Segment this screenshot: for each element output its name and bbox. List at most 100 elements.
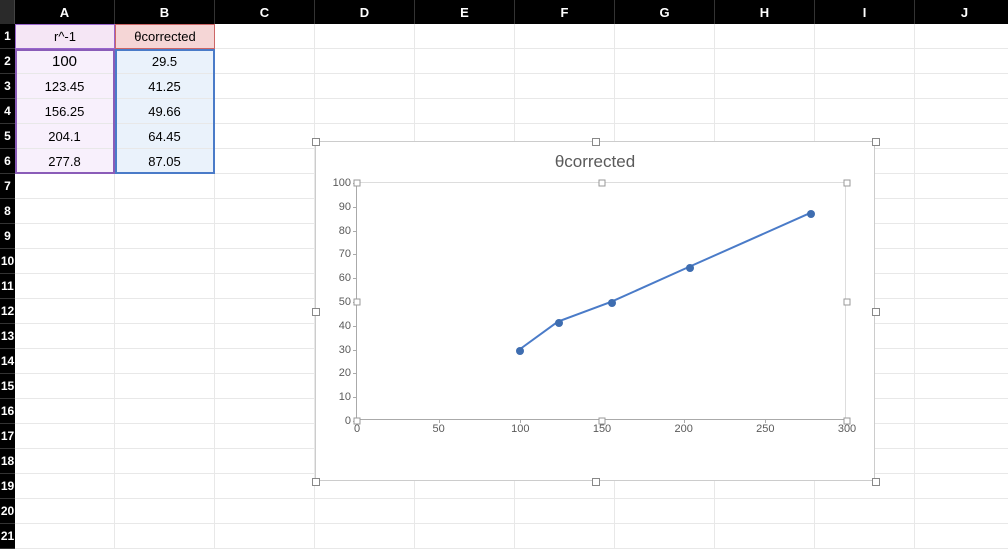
col-header-j[interactable]: J (915, 0, 1008, 24)
cell-b21[interactable] (115, 524, 215, 549)
cell-c7[interactable] (215, 174, 315, 199)
cell-e4[interactable] (415, 99, 515, 124)
row-header-21[interactable]: 21 (0, 524, 15, 549)
cell-e21[interactable] (415, 524, 515, 549)
cell-b11[interactable] (115, 274, 215, 299)
cell-g3[interactable] (615, 74, 715, 99)
cell-b20[interactable] (115, 499, 215, 524)
cell-h3[interactable] (715, 74, 815, 99)
row-header-20[interactable]: 20 (0, 499, 15, 524)
cell-a12[interactable] (15, 299, 115, 324)
plot-resize-handle[interactable] (844, 418, 851, 425)
plot-resize-handle[interactable] (844, 299, 851, 306)
chart-data-point[interactable] (555, 319, 563, 327)
cell-c18[interactable] (215, 449, 315, 474)
cell-j12[interactable] (915, 299, 1008, 324)
chart-data-point[interactable] (686, 264, 694, 272)
cell-h2[interactable] (715, 49, 815, 74)
chart-resize-handle[interactable] (312, 478, 320, 486)
cell-f21[interactable] (515, 524, 615, 549)
cell-b1[interactable]: θcorrected (115, 24, 215, 49)
cell-a19[interactable] (15, 474, 115, 499)
cell-i20[interactable] (815, 499, 915, 524)
row-header-4[interactable]: 4 (0, 99, 15, 124)
cell-b3[interactable]: 41.25 (115, 74, 215, 99)
row-header-14[interactable]: 14 (0, 349, 15, 374)
cell-b15[interactable] (115, 374, 215, 399)
col-header-e[interactable]: E (415, 0, 515, 24)
cell-b5[interactable]: 64.45 (115, 124, 215, 149)
chart-resize-handle[interactable] (872, 478, 880, 486)
cell-f20[interactable] (515, 499, 615, 524)
cell-a16[interactable] (15, 399, 115, 424)
col-header-g[interactable]: G (615, 0, 715, 24)
cell-a2[interactable]: 100 (15, 49, 115, 74)
row-header-7[interactable]: 7 (0, 174, 15, 199)
cell-c19[interactable] (215, 474, 315, 499)
col-header-i[interactable]: I (815, 0, 915, 24)
cell-e2[interactable] (415, 49, 515, 74)
cell-a1[interactable]: r^-1 (15, 24, 115, 49)
plot-resize-handle[interactable] (599, 180, 606, 187)
cell-g21[interactable] (615, 524, 715, 549)
cell-e20[interactable] (415, 499, 515, 524)
cell-j17[interactable] (915, 424, 1008, 449)
cell-j16[interactable] (915, 399, 1008, 424)
chart-data-point[interactable] (516, 347, 524, 355)
chart-data-point[interactable] (807, 210, 815, 218)
row-header-17[interactable]: 17 (0, 424, 15, 449)
cell-j1[interactable] (915, 24, 1008, 49)
col-header-d[interactable]: D (315, 0, 415, 24)
cell-g1[interactable] (615, 24, 715, 49)
cell-b18[interactable] (115, 449, 215, 474)
cell-a14[interactable] (15, 349, 115, 374)
cell-g20[interactable] (615, 499, 715, 524)
cell-c21[interactable] (215, 524, 315, 549)
cell-a9[interactable] (15, 224, 115, 249)
row-header-6[interactable]: 6 (0, 149, 15, 174)
plot-resize-handle[interactable] (354, 180, 361, 187)
row-header-15[interactable]: 15 (0, 374, 15, 399)
cell-b19[interactable] (115, 474, 215, 499)
cell-a10[interactable] (15, 249, 115, 274)
plot-resize-handle[interactable] (354, 418, 361, 425)
col-header-f[interactable]: F (515, 0, 615, 24)
row-header-19[interactable]: 19 (0, 474, 15, 499)
cell-c8[interactable] (215, 199, 315, 224)
cell-j14[interactable] (915, 349, 1008, 374)
cell-a15[interactable] (15, 374, 115, 399)
cell-i3[interactable] (815, 74, 915, 99)
cell-c13[interactable] (215, 324, 315, 349)
col-header-c[interactable]: C (215, 0, 315, 24)
plot-resize-handle[interactable] (844, 180, 851, 187)
chart-resize-handle[interactable] (872, 308, 880, 316)
cell-d21[interactable] (315, 524, 415, 549)
cell-i21[interactable] (815, 524, 915, 549)
cell-i2[interactable] (815, 49, 915, 74)
cell-a18[interactable] (15, 449, 115, 474)
cell-c12[interactable] (215, 299, 315, 324)
cell-d20[interactable] (315, 499, 415, 524)
cell-j15[interactable] (915, 374, 1008, 399)
chart-resize-handle[interactable] (592, 138, 600, 146)
cell-c15[interactable] (215, 374, 315, 399)
row-header-16[interactable]: 16 (0, 399, 15, 424)
cell-j13[interactable] (915, 324, 1008, 349)
chart-plot-area[interactable]: 0102030405060708090100 05010015020025030… (356, 182, 846, 420)
cell-f1[interactable] (515, 24, 615, 49)
plot-resize-handle[interactable] (599, 418, 606, 425)
cell-c3[interactable] (215, 74, 315, 99)
col-header-b[interactable]: B (115, 0, 215, 24)
cell-b2[interactable]: 29.5 (115, 49, 215, 74)
cell-b12[interactable] (115, 299, 215, 324)
cell-d1[interactable] (315, 24, 415, 49)
cell-a13[interactable] (15, 324, 115, 349)
cell-c11[interactable] (215, 274, 315, 299)
cell-j9[interactable] (915, 224, 1008, 249)
row-header-18[interactable]: 18 (0, 449, 15, 474)
cell-b16[interactable] (115, 399, 215, 424)
cell-f4[interactable] (515, 99, 615, 124)
cell-h21[interactable] (715, 524, 815, 549)
cell-j4[interactable] (915, 99, 1008, 124)
cell-j21[interactable] (915, 524, 1008, 549)
